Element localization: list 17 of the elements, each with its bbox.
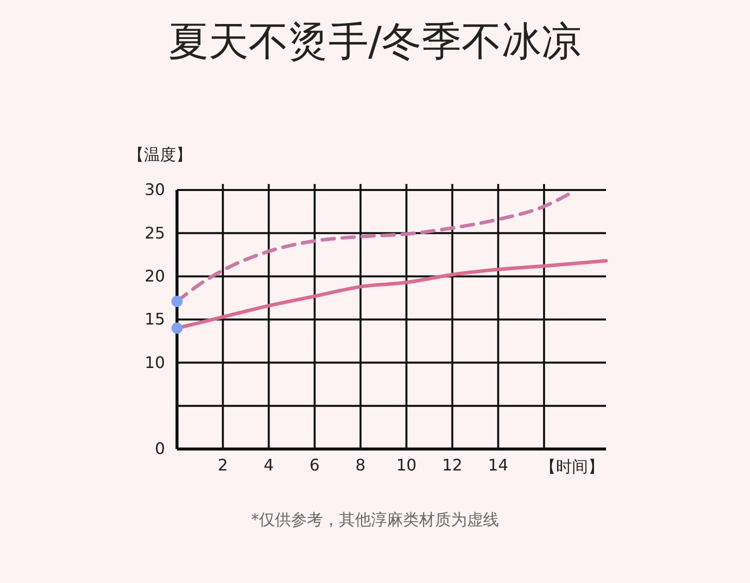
y-axis-title: 【温度】	[128, 145, 192, 164]
x-tick-label: 8	[355, 455, 366, 474]
y-tick-label: 0	[154, 439, 165, 458]
y-tick-label: 30	[144, 180, 165, 200]
y-tick-label: 15	[144, 310, 165, 329]
text: *仅供参考，其他淳麻类材质为虚线	[251, 510, 499, 529]
chart-title: 夏天不烫手/冬季不冰凉	[168, 19, 582, 65]
x-tick-label: 6	[310, 455, 320, 474]
y-tick-label: 10	[144, 352, 165, 372]
x-tick-label: 10	[396, 455, 417, 474]
x-tick-label: 4	[264, 455, 274, 474]
y-tick-label: 25	[144, 223, 165, 242]
x-tick-label: 2	[218, 455, 228, 474]
x-axis-title: 【时间】	[540, 457, 604, 476]
x-tick-label: 12	[442, 455, 462, 474]
x-tick-label: 14	[488, 455, 508, 474]
y-tick-label: 20	[144, 266, 165, 286]
